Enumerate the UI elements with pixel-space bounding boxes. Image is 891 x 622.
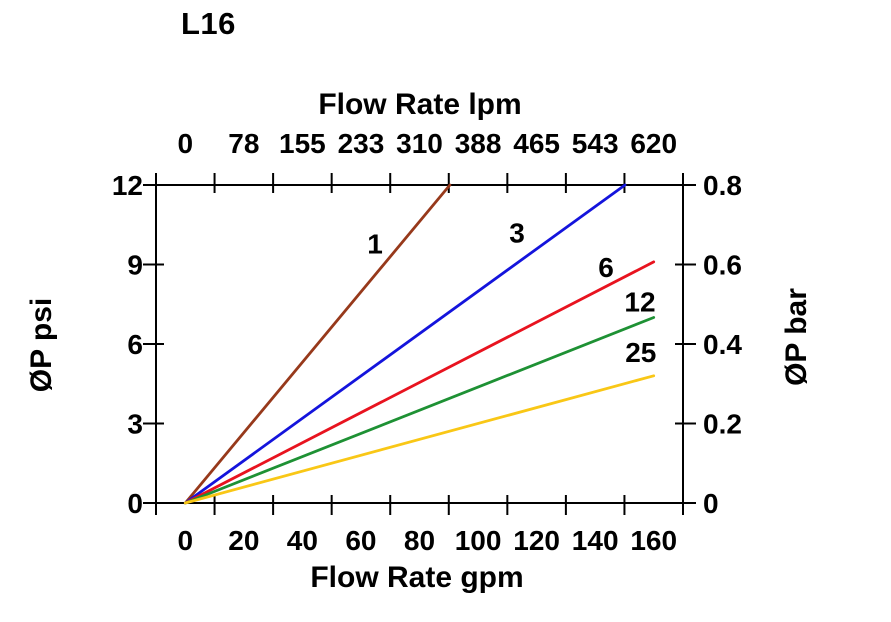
right-axis-tick-label: 0.2 (703, 409, 742, 440)
top-axis-tick-label: 155 (279, 128, 326, 159)
series-line-25 (183, 374, 656, 505)
bottom-axis-tick-label: 120 (513, 525, 560, 556)
left-axis-tick-label: 6 (127, 329, 143, 360)
bottom-axis-title: Flow Rate gpm (310, 561, 524, 594)
top-axis-tick-label: 465 (513, 128, 560, 159)
top-axis-tick-label: 233 (338, 128, 385, 159)
bottom-axis-tick-label: 100 (455, 525, 502, 556)
series-label-25: 25 (625, 337, 656, 368)
top-axis-tick-label: 0 (177, 128, 193, 159)
series-label-1: 1 (367, 228, 383, 259)
right-axis-tick-label: 0.6 (703, 250, 742, 281)
top-axis-tick-label: 388 (455, 128, 502, 159)
right-axis-tick-label: 0 (703, 488, 719, 519)
bottom-axis-tick-label: 20 (228, 525, 259, 556)
bottom-axis-tick-label: 0 (177, 525, 193, 556)
bottom-axis-tick-label: 140 (572, 525, 619, 556)
bottom-axis-tick-label: 60 (345, 525, 376, 556)
series-line-12 (183, 316, 656, 505)
top-axis-tick-label: 543 (572, 128, 619, 159)
bottom-axis-tick-label: 40 (287, 525, 318, 556)
series-label-6: 6 (598, 252, 614, 283)
top-axis-tick-label: 78 (228, 128, 259, 159)
series-line-6 (183, 260, 656, 505)
left-axis-tick-label: 3 (127, 409, 143, 440)
left-axis-tick-label: 0 (127, 488, 143, 519)
top-axis-tick-label: 620 (630, 128, 677, 159)
left-axis-tick-label: 9 (127, 250, 143, 281)
series-line-1 (183, 183, 452, 505)
chart-title: L16 (181, 6, 236, 41)
bottom-axis-tick-label: 80 (404, 525, 435, 556)
right-axis-tick-label: 0.8 (703, 170, 742, 201)
plot-frame (155, 184, 684, 504)
left-axis-tick-label: 12 (112, 170, 143, 201)
series-label-12: 12 (624, 287, 655, 318)
series-label-3: 3 (509, 218, 525, 249)
top-axis-title: Flow Rate lpm (318, 88, 522, 121)
top-axis-tick-label: 310 (396, 128, 443, 159)
right-axis-tick-label: 0.4 (703, 329, 742, 360)
bottom-axis-tick-label: 160 (630, 525, 677, 556)
series-line-3 (183, 183, 627, 505)
